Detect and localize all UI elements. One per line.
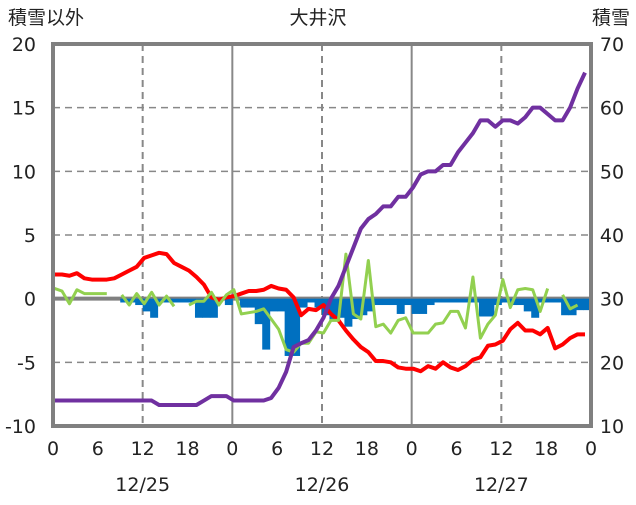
bar-mark bbox=[501, 298, 510, 303]
x-tick-label: 18 bbox=[355, 438, 379, 460]
bar-mark bbox=[142, 298, 151, 312]
series-line-green bbox=[561, 294, 579, 311]
bar-mark bbox=[307, 298, 316, 303]
series-line-green bbox=[54, 287, 107, 306]
bar-mark bbox=[381, 298, 390, 306]
bar-mark bbox=[329, 298, 338, 322]
bar-mark bbox=[426, 298, 435, 306]
bar-mark bbox=[523, 298, 532, 312]
bar-mark bbox=[209, 298, 218, 318]
bar-mark bbox=[531, 298, 540, 318]
bar-mark bbox=[344, 298, 353, 327]
bar-mark bbox=[262, 298, 271, 350]
date-label: 12/25 bbox=[115, 474, 170, 496]
bar-mark bbox=[561, 298, 570, 316]
bar-mark bbox=[434, 298, 443, 303]
bar-mark bbox=[576, 298, 585, 311]
right-tick-label: 10 bbox=[600, 416, 624, 438]
bar-mark bbox=[404, 298, 413, 306]
bar-mark bbox=[299, 298, 308, 308]
bar-mark bbox=[516, 298, 525, 306]
bar-mark bbox=[396, 298, 405, 314]
x-tick-label: 6 bbox=[450, 438, 462, 460]
bar-mark bbox=[180, 298, 188, 303]
bar-mark bbox=[351, 298, 360, 320]
bar-mark bbox=[247, 298, 256, 308]
plot-frame bbox=[51, 42, 593, 428]
bar-mark bbox=[194, 298, 203, 318]
bar-mark bbox=[277, 298, 286, 312]
series-line-red bbox=[54, 250, 586, 374]
x-tick-label: 0 bbox=[406, 438, 418, 460]
left-tick-label: 20 bbox=[12, 34, 36, 56]
series-line-purple bbox=[54, 71, 587, 407]
x-tick-label: 6 bbox=[271, 438, 283, 460]
date-label: 12/27 bbox=[474, 474, 529, 496]
bar-mark bbox=[135, 298, 144, 306]
date-label: 12/26 bbox=[295, 474, 350, 496]
left-tick-label: -10 bbox=[5, 416, 36, 438]
series-line-green bbox=[188, 252, 550, 354]
bar-mark bbox=[419, 298, 428, 314]
right-tick-label: 50 bbox=[600, 161, 624, 183]
left-axis-title: 積雪以外 bbox=[8, 7, 84, 29]
right-tick-label: 40 bbox=[600, 225, 624, 247]
bar-mark bbox=[187, 298, 196, 303]
bar-mark bbox=[202, 298, 211, 318]
bar-mark bbox=[284, 298, 293, 356]
bar-mark bbox=[441, 298, 450, 303]
bar-mark bbox=[366, 298, 375, 312]
left-tick-label: 10 bbox=[12, 161, 36, 183]
bar-mark bbox=[269, 298, 278, 312]
bar-mark bbox=[314, 298, 323, 308]
right-tick-label: 30 bbox=[600, 289, 624, 311]
bar-mark bbox=[150, 298, 159, 318]
bar-mark bbox=[449, 298, 457, 303]
bar-mark bbox=[411, 298, 420, 314]
bar-mark bbox=[172, 298, 181, 303]
bar-mark bbox=[389, 298, 398, 306]
bar-mark bbox=[374, 298, 383, 306]
bar-mark bbox=[456, 298, 465, 303]
right-tick-label: 20 bbox=[600, 352, 624, 374]
x-tick-label: 0 bbox=[226, 438, 238, 460]
bar-mark bbox=[546, 298, 555, 303]
left-tick-label: 0 bbox=[24, 289, 36, 311]
left-tick-label: 15 bbox=[12, 98, 36, 120]
right-tick-label: 60 bbox=[600, 98, 624, 120]
series-line-green bbox=[120, 290, 176, 308]
right-axis-title: 積雪 bbox=[592, 7, 630, 29]
bar-mark bbox=[292, 298, 301, 356]
bar-mark bbox=[583, 298, 592, 311]
x-tick-label: 0 bbox=[47, 438, 59, 460]
bar-mark bbox=[478, 298, 487, 317]
right-tick-label: 70 bbox=[600, 34, 624, 56]
bar-mark bbox=[463, 298, 472, 303]
bar-mark bbox=[486, 298, 495, 317]
bar-mark bbox=[239, 298, 248, 308]
x-tick-label: 6 bbox=[92, 438, 104, 460]
chart-title: 大井沢 bbox=[289, 7, 346, 29]
bar-mark bbox=[224, 298, 233, 306]
x-tick-label: 12 bbox=[310, 438, 334, 460]
x-tick-label: 18 bbox=[175, 438, 199, 460]
bar-mark bbox=[553, 298, 562, 303]
x-tick-label: 0 bbox=[585, 438, 597, 460]
left-tick-label: -5 bbox=[17, 352, 36, 374]
x-tick-label: 12 bbox=[131, 438, 155, 460]
x-tick-label: 12 bbox=[489, 438, 513, 460]
x-tick-label: 18 bbox=[534, 438, 558, 460]
left-tick-label: 5 bbox=[24, 225, 36, 247]
